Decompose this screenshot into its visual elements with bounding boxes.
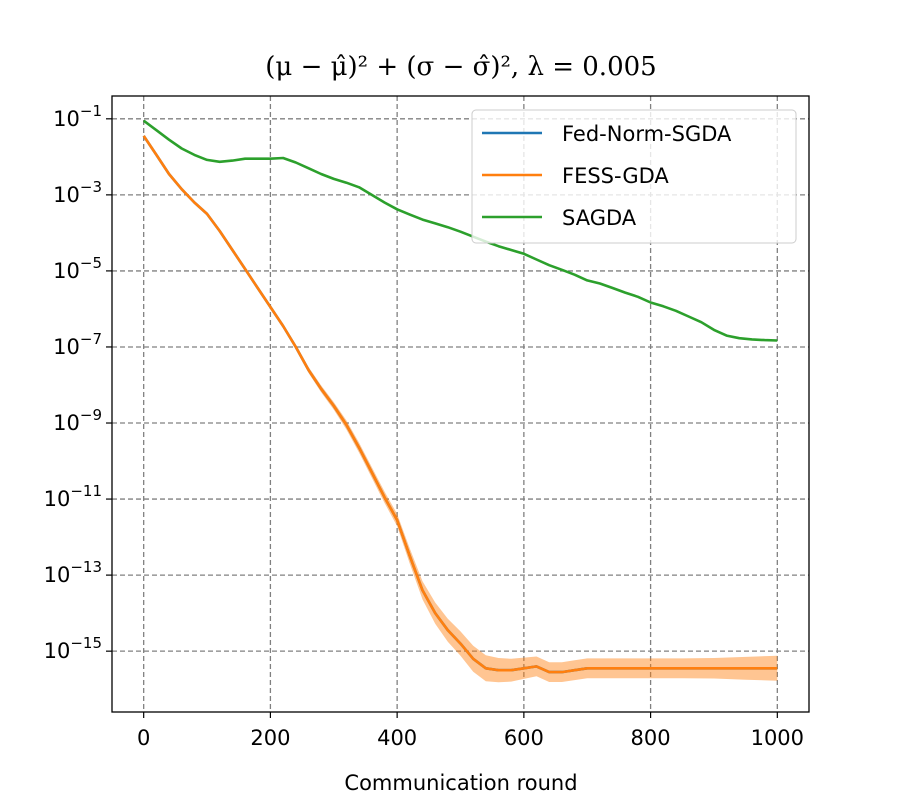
chart-title: (μ − μ̂)² + (σ − σ̂)², λ = 0.005 xyxy=(265,52,656,82)
legend-box xyxy=(471,109,797,244)
y-tick-exponent: −9 xyxy=(80,406,102,424)
y-tick-label: 10−13 xyxy=(44,558,102,587)
series-line-1 xyxy=(142,135,778,674)
x-tick-label: 200 xyxy=(250,726,290,750)
plot-frame xyxy=(111,95,810,713)
x-tick-label: 800 xyxy=(631,726,671,750)
y-tick-label: 10−1 xyxy=(53,102,102,131)
legend-label: SAGDA xyxy=(562,206,637,230)
x-tick-label: 600 xyxy=(504,726,544,750)
y-tick-exponent: −7 xyxy=(80,330,102,348)
y-tick-base: 10 xyxy=(53,411,80,435)
legend-label: Fed-Norm-SGDA xyxy=(562,122,732,146)
y-tick-label: 10−3 xyxy=(53,178,102,207)
grid xyxy=(112,96,809,712)
y-tick-exponent: −15 xyxy=(70,634,102,652)
y-tick-exponent: −5 xyxy=(80,254,102,272)
y-tick-base: 10 xyxy=(53,335,80,359)
x-tick-label: 400 xyxy=(377,726,417,750)
x-axis-ticks: 0 200 400 600 800 1000 xyxy=(137,712,804,750)
y-tick-base: 10 xyxy=(53,107,80,131)
y-tick-label: 10−7 xyxy=(53,330,102,359)
x-tick-label: 1000 xyxy=(751,726,804,750)
y-tick-base: 10 xyxy=(53,259,80,283)
y-tick-label: 10−11 xyxy=(44,482,102,511)
y-tick-base: 10 xyxy=(53,183,80,207)
y-tick-exponent: −11 xyxy=(70,482,102,500)
y-tick-label: 10−15 xyxy=(44,634,102,663)
series-line-2 xyxy=(142,119,778,342)
x-axis-title: Communication round xyxy=(344,771,577,795)
y-tick-label: 10−5 xyxy=(53,254,102,283)
y-tick-label: 10−9 xyxy=(53,406,102,435)
legend-label: FESS-GDA xyxy=(562,164,669,188)
legend: Fed-Norm-SGDA FESS-GDA SAGDA xyxy=(471,109,797,244)
series-lines xyxy=(142,119,778,674)
y-tick-base: 10 xyxy=(44,487,71,511)
y-tick-exponent: −3 xyxy=(80,178,102,196)
y-tick-base: 10 xyxy=(44,639,71,663)
y-tick-exponent: −13 xyxy=(70,558,102,576)
x-tick-label: 0 xyxy=(137,726,150,750)
y-tick-base: 10 xyxy=(44,563,71,587)
y-tick-exponent: −1 xyxy=(80,102,102,120)
